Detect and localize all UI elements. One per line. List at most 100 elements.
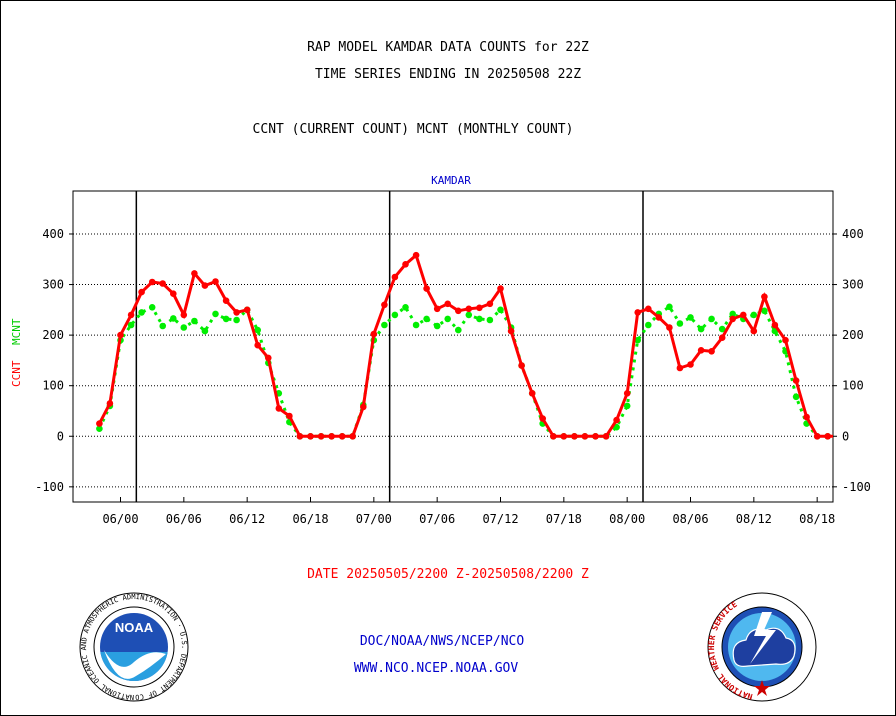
data-point-mcnt bbox=[613, 423, 620, 431]
data-point-ccnt bbox=[708, 348, 715, 355]
data-point-mcnt bbox=[444, 315, 452, 323]
data-point-ccnt bbox=[106, 400, 114, 407]
y-axis-label-mcnt: MCNT bbox=[10, 318, 23, 345]
y-tick-label-right: 400 bbox=[842, 227, 864, 241]
data-point-ccnt bbox=[634, 309, 641, 316]
data-point-ccnt bbox=[212, 278, 219, 285]
x-tick-label: 07/06 bbox=[419, 512, 455, 526]
data-point-ccnt bbox=[391, 273, 399, 281]
data-point-mcnt bbox=[170, 315, 177, 322]
data-point-mcnt bbox=[233, 316, 240, 324]
data-point-ccnt bbox=[317, 433, 325, 440]
plot-area bbox=[72, 190, 834, 503]
data-point-mcnt bbox=[381, 321, 388, 329]
x-tick-label: 07/18 bbox=[546, 512, 582, 526]
chart-title-line1: RAP MODEL KAMDAR DATA COUNTS for 22Z bbox=[307, 40, 589, 55]
data-point-ccnt bbox=[676, 364, 684, 372]
y-tick-label-left: 100 bbox=[42, 379, 64, 393]
data-point-mcnt bbox=[729, 310, 736, 318]
y-tick-label-left: 200 bbox=[42, 328, 64, 342]
data-point-ccnt bbox=[666, 324, 673, 331]
data-point-mcnt bbox=[676, 320, 684, 327]
data-point-mcnt bbox=[159, 322, 166, 330]
data-point-ccnt bbox=[497, 285, 504, 292]
chart-title-line2: TIME SERIES ENDING IN 20250508 22Z bbox=[315, 67, 581, 82]
data-point-ccnt bbox=[592, 433, 599, 440]
data-point-ccnt bbox=[581, 433, 589, 440]
data-point-ccnt bbox=[233, 309, 240, 316]
data-point-ccnt bbox=[465, 305, 473, 313]
data-point-mcnt bbox=[708, 315, 715, 323]
y-tick-label-left: -100 bbox=[35, 480, 64, 494]
data-point-mcnt bbox=[687, 314, 694, 321]
data-point-mcnt bbox=[856, 433, 863, 440]
data-point-ccnt bbox=[740, 311, 747, 319]
data-point-ccnt bbox=[539, 415, 546, 422]
org-label: DOC/NOAA/NWS/NCEP/NCO bbox=[360, 634, 525, 649]
data-point-ccnt bbox=[560, 433, 568, 440]
noaa-logo: NATIONAL OCEANIC AND ATMOSPHERIC ADMINIS… bbox=[0, 0, 189, 702]
data-point-ccnt bbox=[191, 270, 198, 277]
station-label: KAMDAR bbox=[431, 174, 471, 187]
x-tick-label: 07/12 bbox=[482, 512, 518, 526]
data-point-mcnt bbox=[96, 425, 103, 433]
data-point-ccnt bbox=[792, 377, 800, 384]
data-point-mcnt bbox=[761, 307, 768, 315]
series-ccnt bbox=[96, 251, 833, 440]
y-tick-label-right: 0 bbox=[842, 429, 849, 443]
data-point-mcnt bbox=[180, 324, 188, 331]
data-point-mcnt bbox=[465, 311, 473, 319]
data-point-ccnt bbox=[338, 433, 346, 440]
data-point-ccnt bbox=[286, 412, 293, 420]
data-point-ccnt bbox=[571, 433, 578, 440]
data-point-ccnt bbox=[655, 314, 663, 321]
data-point-ccnt bbox=[718, 334, 726, 342]
data-point-mcnt bbox=[750, 311, 758, 319]
noaa-logo-text: NOAA bbox=[115, 620, 154, 635]
y-tick-label-right: -100 bbox=[842, 480, 871, 494]
svg-text:NATIONAL OCEANIC AND ATMOSPHER: NATIONAL OCEANIC AND ATMOSPHERIC ADMINIS… bbox=[0, 0, 188, 701]
data-point-ccnt bbox=[813, 433, 821, 440]
data-point-ccnt bbox=[433, 305, 441, 313]
data-point-ccnt bbox=[729, 315, 736, 323]
data-point-mcnt bbox=[497, 306, 504, 314]
data-point-ccnt bbox=[803, 413, 810, 421]
data-point-mcnt bbox=[697, 325, 705, 333]
data-point-ccnt bbox=[265, 354, 272, 362]
data-point-ccnt bbox=[782, 336, 789, 344]
data-point-mcnt bbox=[191, 317, 198, 325]
data-point-mcnt bbox=[148, 304, 156, 311]
data-point-ccnt bbox=[296, 433, 304, 440]
data-point-ccnt bbox=[96, 420, 103, 427]
data-point-mcnt bbox=[402, 304, 409, 311]
data-point-ccnt bbox=[138, 288, 145, 296]
data-point-mcnt bbox=[423, 315, 430, 323]
data-point-mcnt bbox=[127, 321, 135, 329]
data-point-ccnt bbox=[486, 300, 494, 308]
data-point-mcnt bbox=[138, 309, 145, 316]
data-point-ccnt bbox=[645, 305, 652, 313]
data-point-mcnt bbox=[486, 316, 494, 324]
data-point-ccnt bbox=[222, 297, 230, 305]
series-line-mcnt bbox=[98, 304, 833, 438]
data-point-mcnt bbox=[718, 325, 726, 333]
data-point-ccnt bbox=[243, 306, 251, 314]
data-point-ccnt bbox=[550, 433, 557, 440]
data-point-ccnt bbox=[623, 390, 631, 397]
data-point-ccnt bbox=[602, 433, 610, 440]
data-point-ccnt bbox=[360, 403, 367, 411]
data-point-ccnt bbox=[349, 433, 357, 440]
data-point-mcnt bbox=[222, 315, 230, 323]
website-label: WWW.NCO.NCEP.NOAA.GOV bbox=[354, 661, 519, 676]
data-point-ccnt bbox=[750, 327, 758, 335]
data-point-ccnt bbox=[507, 327, 515, 335]
data-point-ccnt bbox=[518, 362, 525, 369]
data-point-ccnt bbox=[254, 341, 261, 349]
data-point-mcnt bbox=[476, 315, 483, 323]
data-point-ccnt bbox=[761, 293, 768, 301]
x-tick-label: 08/12 bbox=[736, 512, 772, 526]
data-point-ccnt bbox=[528, 390, 536, 397]
data-point-ccnt bbox=[402, 261, 409, 268]
data-point-mcnt bbox=[412, 321, 420, 329]
